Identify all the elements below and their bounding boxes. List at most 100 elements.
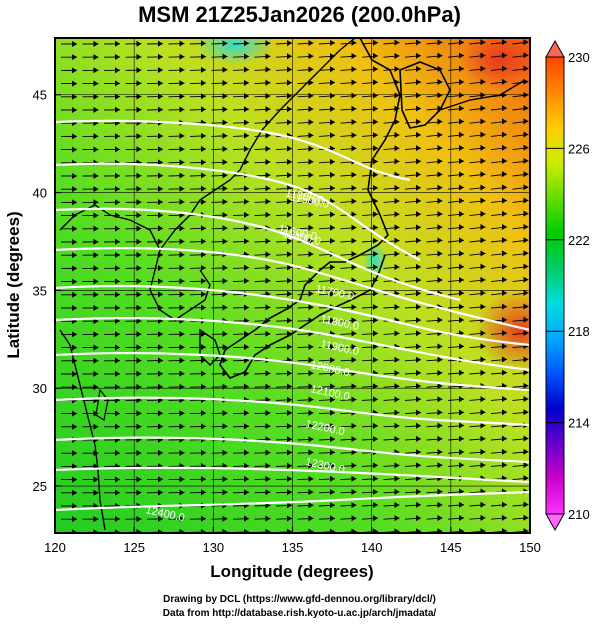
wind-arrowhead <box>158 344 163 351</box>
wind-arrowhead <box>459 422 464 429</box>
wind-arrowhead <box>201 304 206 311</box>
wind-arrowhead <box>287 409 292 416</box>
wind-arrowhead <box>373 39 378 46</box>
wind-arrowhead <box>437 224 443 231</box>
wind-arrowhead <box>244 304 249 311</box>
wind-arrowhead <box>394 52 400 59</box>
wind-arrowhead <box>373 396 378 403</box>
wind-arrowhead <box>373 224 378 231</box>
wind-arrowhead <box>480 396 486 403</box>
wind-arrowhead <box>351 264 357 271</box>
wind-arrowhead <box>437 52 443 59</box>
wind-arrowhead <box>201 198 206 205</box>
wind-arrowhead <box>72 291 77 298</box>
wind-arrowhead <box>416 131 421 138</box>
wind-arrowhead <box>480 65 486 72</box>
wind-arrowhead <box>179 449 185 456</box>
wind-arrowhead <box>480 501 486 508</box>
wind-arrowhead <box>373 290 378 297</box>
x-axis: 120 125 130 135 140 145 150 <box>44 527 541 555</box>
wind-arrowhead <box>201 344 206 351</box>
wind-arrowhead <box>93 357 99 364</box>
wind-arrowhead <box>480 171 486 178</box>
wind-arrowhead <box>480 92 486 99</box>
wind-arrowhead <box>201 528 206 533</box>
wind-arrowhead <box>179 370 185 377</box>
wind-arrowhead <box>93 344 99 351</box>
wind-arrowhead <box>330 290 335 297</box>
wind-arrowhead <box>201 159 206 166</box>
wind-arrowhead <box>115 291 120 298</box>
wind-arrowhead <box>222 159 228 166</box>
colorbar-gradient <box>545 56 565 515</box>
wind-arrowhead <box>351 118 357 125</box>
wind-arrowhead <box>351 39 357 46</box>
wind-arrowhead <box>502 289 507 296</box>
wind-arrowhead <box>480 462 486 469</box>
wind-arrowhead <box>502 157 507 164</box>
wind-arrowhead <box>480 303 486 310</box>
wind-arrowhead <box>179 331 185 338</box>
wind-arrowhead <box>480 263 486 270</box>
wind-arrowhead <box>437 197 443 204</box>
wind-arrowhead <box>351 250 357 257</box>
wind-arrowhead <box>158 212 163 219</box>
wind-arrowhead <box>523 356 529 363</box>
wind-arrowhead <box>437 263 443 270</box>
wind-arrowhead <box>72 450 77 457</box>
x-tick-label: 135 <box>282 540 304 555</box>
wind-arrowhead <box>222 304 228 311</box>
wind-arrowhead <box>265 330 271 337</box>
wind-arrowhead <box>502 263 507 270</box>
wind-arrowhead <box>437 515 443 522</box>
cold-spot-small <box>363 242 387 278</box>
wind-arrowhead <box>287 264 292 271</box>
wind-arrowhead <box>115 199 120 206</box>
wind-arrowhead <box>373 436 378 443</box>
wind-arrowhead <box>136 93 142 100</box>
wind-arrowhead <box>351 290 357 297</box>
wind-arrowhead <box>416 383 421 390</box>
wind-arrowhead <box>523 461 529 468</box>
wind-arrowhead <box>308 357 314 364</box>
wind-arrowhead <box>179 225 185 232</box>
wind-arrowhead <box>373 79 378 86</box>
wind-arrowhead <box>416 250 421 257</box>
wind-arrowhead <box>72 384 77 391</box>
wind-arrowhead <box>179 344 185 351</box>
wind-arrowhead <box>330 66 335 73</box>
wind-arrowhead <box>244 225 249 232</box>
wind-arrowhead <box>351 184 357 191</box>
wind-arrowhead <box>523 395 529 402</box>
wind-arrowhead <box>437 184 443 191</box>
wind-arrowhead <box>459 171 464 178</box>
wind-arrowhead <box>459 118 464 125</box>
wind-arrowhead <box>502 250 507 257</box>
wind-arrowhead <box>308 92 314 99</box>
wind-arrowhead <box>179 198 185 205</box>
wind-arrowhead <box>287 277 292 284</box>
wind-arrowhead <box>459 501 464 508</box>
wind-arrowhead <box>93 489 99 496</box>
wind-arrowhead <box>222 449 228 456</box>
wind-arrowhead <box>201 291 206 298</box>
wind-arrowhead <box>394 39 400 46</box>
wind-arrowhead <box>373 158 378 165</box>
wind-arrowhead <box>373 343 378 350</box>
wind-arrowhead <box>115 40 120 47</box>
wind-arrowhead <box>244 106 249 113</box>
wind-arrowhead <box>459 528 464 533</box>
wind-arrowhead <box>115 238 120 245</box>
wind-arrowhead <box>308 39 314 46</box>
wind-arrowhead <box>72 54 77 61</box>
wind-arrowhead <box>136 238 142 245</box>
wind-arrowhead <box>394 330 400 337</box>
wind-arrowhead <box>394 435 400 442</box>
wind-arrowhead <box>308 105 314 112</box>
wind-arrowhead <box>287 92 292 99</box>
wind-arrowhead <box>459 250 464 257</box>
wind-arrowhead <box>523 276 529 283</box>
wind-arrowhead <box>351 52 357 59</box>
wind-arrowhead <box>265 251 271 258</box>
wind-arrowhead <box>158 489 163 496</box>
